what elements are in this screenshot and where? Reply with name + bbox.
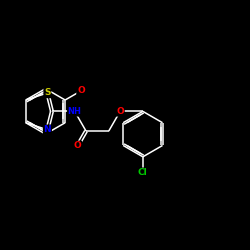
Text: O: O bbox=[77, 86, 85, 96]
Text: O: O bbox=[116, 107, 124, 116]
Text: Cl: Cl bbox=[138, 168, 148, 177]
Text: N: N bbox=[44, 125, 51, 134]
Text: NH: NH bbox=[68, 107, 82, 116]
Text: S: S bbox=[44, 88, 51, 98]
Text: O: O bbox=[74, 141, 82, 150]
